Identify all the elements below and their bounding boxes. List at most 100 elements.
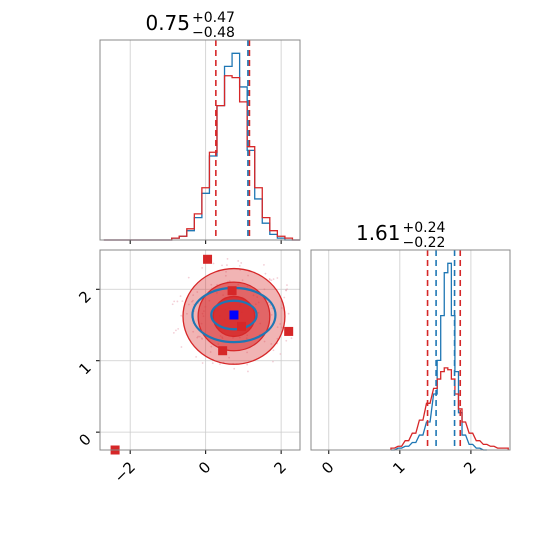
scatter-point xyxy=(192,299,194,302)
marginal-histogram-param-2: 0 1 2 1.61 +0.24−0.22 xyxy=(310,220,511,478)
scatter-point xyxy=(192,330,195,333)
panel-title-minus: −0.48 xyxy=(192,25,235,41)
scatter-point xyxy=(210,283,213,286)
scatter-point xyxy=(264,272,267,275)
scatter-point xyxy=(285,289,288,292)
scatter-point xyxy=(173,300,176,303)
scatter-point xyxy=(241,279,244,282)
x-tick-label: −2 xyxy=(111,458,139,486)
scatter-point xyxy=(247,370,249,373)
x-tick-label: 2 xyxy=(460,458,479,477)
scatter-point xyxy=(219,363,221,365)
scatter-point xyxy=(286,284,288,286)
scatter-point xyxy=(228,356,230,359)
red-sample-marker xyxy=(218,346,228,356)
scatter-point xyxy=(280,326,283,329)
scatter-point xyxy=(285,339,288,342)
scatter-point xyxy=(263,264,265,266)
scatter-point xyxy=(272,278,275,281)
red-sample-marker xyxy=(284,326,294,336)
scatter-point xyxy=(209,351,212,353)
red-sample-marker xyxy=(237,321,247,331)
y-tick-label: 0 xyxy=(75,430,94,449)
scatter-point xyxy=(279,323,282,325)
scatter-point xyxy=(196,336,199,339)
scatter-point xyxy=(195,355,198,358)
scatter-point xyxy=(225,270,227,273)
histogram-step-line xyxy=(390,367,509,450)
joint-scatter-param-1-param-2: −2 0 2 0 1 2 xyxy=(75,249,301,486)
scatter-point xyxy=(286,288,288,291)
scatter-point xyxy=(228,280,231,283)
scatter-point xyxy=(221,264,223,267)
scatter-point xyxy=(175,329,177,332)
scatter-point xyxy=(270,343,273,345)
x-tick-label: 1 xyxy=(389,458,408,477)
scatter-point xyxy=(233,367,236,370)
scatter-point xyxy=(268,278,271,281)
panel-title-value: 0.75 xyxy=(145,11,190,35)
scatter-point xyxy=(226,258,229,260)
scatter-point xyxy=(246,363,249,366)
scatter-point xyxy=(283,296,286,299)
scatter-point xyxy=(179,295,182,298)
scatter-point xyxy=(272,360,274,363)
scatter-point xyxy=(176,300,179,303)
histogram-step-line xyxy=(390,262,487,451)
scatter-point xyxy=(270,313,273,316)
scatter-point xyxy=(201,266,204,269)
scatter-point xyxy=(198,335,201,338)
scatter-point xyxy=(172,331,175,334)
scatter-point xyxy=(270,279,273,282)
scatter-point xyxy=(211,362,214,365)
axes-frame xyxy=(99,249,301,451)
scatter-point xyxy=(226,264,228,266)
axes-frame xyxy=(310,249,511,451)
scatter-point xyxy=(187,276,190,279)
scatter-point xyxy=(210,345,213,348)
y-tick-label: 2 xyxy=(75,287,94,306)
scatter-point xyxy=(181,300,184,303)
scatter-point xyxy=(240,262,243,264)
scatter-point xyxy=(171,303,174,306)
red-sample-marker xyxy=(227,286,237,296)
x-tick-label: 0 xyxy=(195,458,214,477)
scatter-point xyxy=(177,327,180,330)
panel-title-minus: −0.22 xyxy=(403,235,446,251)
scatter-point xyxy=(269,304,272,306)
scatter-point xyxy=(290,337,293,340)
scatter-point xyxy=(186,312,188,315)
scatter-point xyxy=(276,277,279,279)
marginal-histogram-param-1: 0.75 +0.47−0.48 xyxy=(99,10,301,244)
axes-frame xyxy=(99,39,301,241)
scatter-point xyxy=(276,337,279,340)
scatter-point xyxy=(188,303,190,306)
scatter-point xyxy=(246,351,248,354)
scatter-point xyxy=(192,294,195,297)
scatter-point xyxy=(279,353,282,355)
panel-title-plus: +0.24 xyxy=(403,220,446,236)
blue-sample-marker xyxy=(229,310,239,320)
red-sample-marker xyxy=(203,254,213,264)
scatter-point xyxy=(271,307,274,310)
scatter-point xyxy=(287,312,290,315)
blue-density-contour xyxy=(210,299,258,331)
scatter-point xyxy=(238,264,241,267)
x-tick-label: 0 xyxy=(318,458,337,477)
scatter-point xyxy=(237,260,240,262)
scatter-point xyxy=(224,274,227,277)
scatter-point xyxy=(180,346,183,348)
panel-title-plus: +0.47 xyxy=(192,10,235,26)
scatter-point xyxy=(201,362,204,364)
scatter-point xyxy=(263,340,266,343)
scatter-point xyxy=(247,274,249,277)
panel-title-value: 1.61 xyxy=(356,221,401,245)
scatter-point xyxy=(276,326,279,329)
scatter-point xyxy=(280,307,283,309)
scatter-point xyxy=(180,314,183,317)
scatter-point xyxy=(272,349,275,352)
x-tick-label: 2 xyxy=(270,458,289,477)
scatter-point xyxy=(263,288,266,291)
scatter-point xyxy=(212,262,215,265)
